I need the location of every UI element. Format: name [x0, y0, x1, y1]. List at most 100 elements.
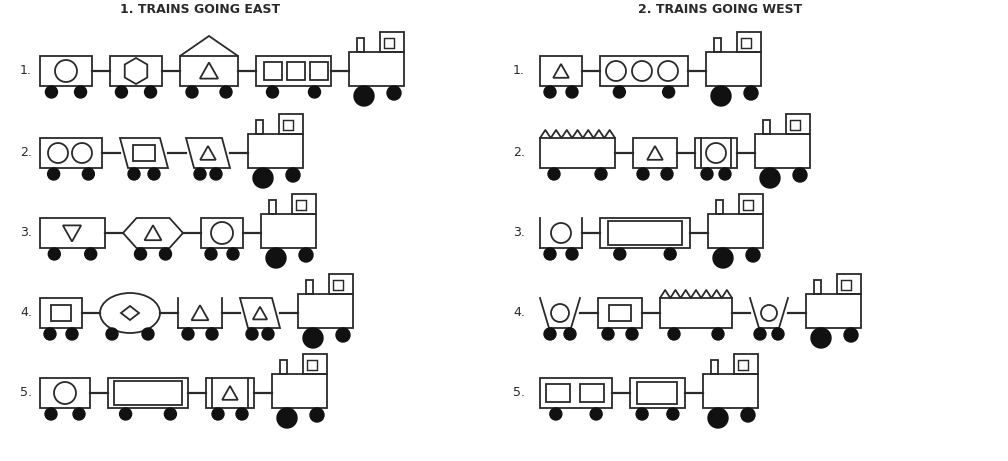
- Bar: [546, 384, 570, 402]
- Bar: [333, 280, 343, 290]
- Circle shape: [128, 168, 140, 180]
- Bar: [287, 62, 305, 80]
- Bar: [598, 298, 642, 328]
- Circle shape: [626, 328, 638, 340]
- Circle shape: [549, 408, 561, 420]
- Bar: [40, 378, 90, 408]
- Bar: [310, 62, 328, 80]
- Bar: [630, 378, 685, 408]
- Bar: [695, 138, 737, 168]
- Circle shape: [664, 248, 676, 260]
- Bar: [738, 360, 748, 370]
- Bar: [741, 38, 751, 48]
- Bar: [806, 294, 861, 328]
- Circle shape: [713, 248, 733, 268]
- Circle shape: [277, 408, 297, 428]
- Text: 2.: 2.: [513, 147, 525, 160]
- Circle shape: [303, 328, 323, 348]
- Bar: [51, 305, 71, 321]
- Circle shape: [566, 248, 578, 260]
- Circle shape: [662, 86, 674, 98]
- Bar: [40, 298, 82, 328]
- Circle shape: [66, 328, 78, 340]
- Circle shape: [85, 248, 97, 260]
- Bar: [637, 382, 677, 404]
- Bar: [540, 378, 612, 408]
- Bar: [743, 200, 753, 210]
- Bar: [790, 120, 800, 130]
- Bar: [580, 384, 604, 402]
- Circle shape: [387, 86, 401, 100]
- Text: 4.: 4.: [513, 307, 525, 319]
- Circle shape: [48, 248, 60, 260]
- Bar: [280, 360, 287, 374]
- Circle shape: [75, 86, 87, 98]
- Circle shape: [544, 86, 556, 98]
- Bar: [660, 298, 732, 328]
- Text: 1.: 1.: [20, 65, 32, 77]
- Text: 2.: 2.: [20, 147, 32, 160]
- Circle shape: [793, 168, 807, 182]
- Bar: [298, 294, 353, 328]
- Text: 1. TRAINS GOING EAST: 1. TRAINS GOING EAST: [120, 3, 280, 16]
- Circle shape: [236, 408, 248, 420]
- Circle shape: [134, 248, 146, 260]
- Circle shape: [661, 168, 673, 180]
- Circle shape: [844, 328, 858, 342]
- Bar: [114, 381, 182, 405]
- Circle shape: [144, 86, 156, 98]
- Bar: [40, 218, 105, 248]
- Bar: [837, 274, 861, 294]
- Circle shape: [719, 168, 731, 180]
- Circle shape: [548, 168, 560, 180]
- Circle shape: [741, 408, 755, 422]
- Circle shape: [602, 328, 614, 340]
- Circle shape: [194, 168, 206, 180]
- Bar: [256, 56, 331, 86]
- Bar: [540, 138, 615, 168]
- Circle shape: [45, 86, 57, 98]
- Bar: [763, 120, 770, 134]
- Circle shape: [308, 86, 321, 98]
- Text: 3.: 3.: [20, 226, 32, 240]
- Bar: [40, 138, 102, 168]
- Bar: [384, 38, 394, 48]
- Bar: [248, 134, 303, 168]
- Bar: [272, 374, 327, 408]
- Circle shape: [701, 168, 713, 180]
- Text: 3.: 3.: [513, 226, 525, 240]
- Circle shape: [614, 248, 626, 260]
- Bar: [706, 52, 761, 86]
- Circle shape: [613, 86, 625, 98]
- Circle shape: [212, 408, 224, 420]
- Bar: [814, 280, 821, 294]
- Bar: [329, 274, 353, 294]
- Bar: [708, 214, 763, 248]
- Circle shape: [45, 408, 57, 420]
- Bar: [256, 120, 263, 134]
- Bar: [600, 218, 690, 248]
- Bar: [303, 354, 327, 374]
- Bar: [711, 360, 718, 374]
- Circle shape: [760, 168, 780, 188]
- Circle shape: [712, 328, 724, 340]
- Bar: [786, 114, 810, 134]
- Bar: [261, 214, 316, 248]
- Circle shape: [564, 328, 576, 340]
- Circle shape: [595, 168, 607, 180]
- Circle shape: [159, 248, 171, 260]
- Bar: [307, 360, 317, 370]
- Bar: [201, 218, 243, 248]
- Circle shape: [116, 86, 127, 98]
- Bar: [739, 194, 763, 214]
- Circle shape: [299, 248, 313, 262]
- Circle shape: [667, 408, 679, 420]
- Text: 5.: 5.: [20, 386, 32, 400]
- Bar: [306, 280, 313, 294]
- Circle shape: [354, 86, 374, 106]
- Circle shape: [262, 328, 274, 340]
- Bar: [206, 378, 254, 408]
- Circle shape: [590, 408, 602, 420]
- Circle shape: [772, 328, 784, 340]
- Circle shape: [253, 168, 273, 188]
